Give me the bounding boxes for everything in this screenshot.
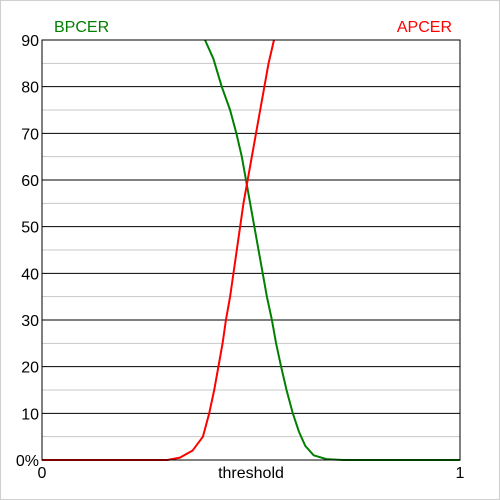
y-tick-label: 20: [21, 360, 39, 377]
x-tick-label: 0: [38, 465, 47, 482]
y-tick-label: 0%: [16, 453, 39, 470]
y-tick-label: 10: [21, 406, 39, 423]
axis-layer: [41, 39, 461, 461]
legend-label-bpcer: BPCER: [54, 19, 109, 36]
series-line-bpcer: [204, 39, 460, 461]
series-layer: [42, 39, 460, 461]
y-tick-label: 30: [21, 313, 39, 330]
legend-label-apcer: APCER: [397, 19, 452, 36]
label-layer: threshold 0% 10 20 30 40 50 60 70 80 90 0 1 BPCER APC…: [16, 19, 465, 482]
y-tick-label: 40: [21, 266, 39, 283]
y-tick-label: 70: [21, 126, 39, 143]
y-tick-label: 50: [21, 220, 39, 237]
x-tick-label: 1: [456, 465, 465, 482]
y-tick-label: 60: [21, 173, 39, 190]
y-tick-label: 80: [21, 80, 39, 97]
y-tick-label: 90: [21, 33, 39, 50]
plot-border: [41, 39, 461, 461]
x-axis-label: threshold: [218, 465, 284, 482]
grid-layer: [42, 39, 460, 438]
series-line-apcer: [42, 39, 275, 461]
